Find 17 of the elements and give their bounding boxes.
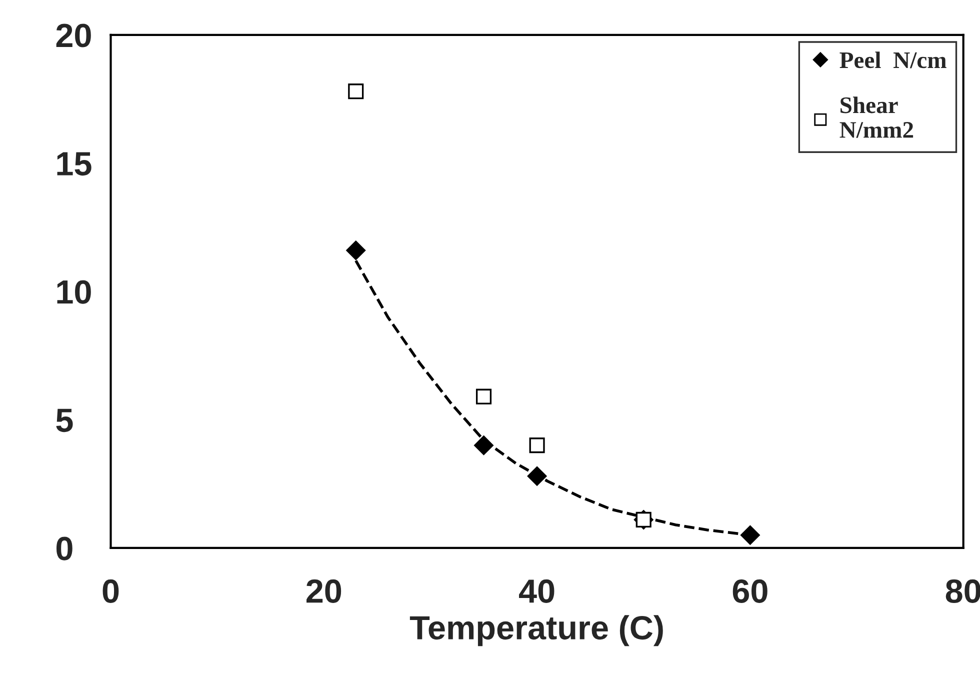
y-tick-label: 15 bbox=[57, 152, 92, 176]
point bbox=[740, 525, 760, 545]
y-tick-label: 20 bbox=[56, 24, 91, 48]
point bbox=[527, 466, 547, 486]
x-tick-label: 40 bbox=[519, 579, 554, 603]
point bbox=[346, 240, 366, 260]
y-tick-label: 10 bbox=[57, 280, 91, 304]
y-tick-label: 0 bbox=[56, 536, 72, 560]
x-tick-label: 0 bbox=[102, 579, 119, 603]
x-tick-label: 20 bbox=[306, 579, 342, 603]
x-tick-label: 60 bbox=[732, 579, 768, 603]
y-tick-label: 5 bbox=[56, 408, 73, 432]
point bbox=[474, 436, 494, 455]
legend-label: Peel N/cm bbox=[840, 52, 946, 68]
x-axis-title: Temperature (C) bbox=[410, 615, 663, 646]
point bbox=[476, 388, 492, 404]
legend-label: Shear N/mm2 bbox=[840, 96, 914, 138]
